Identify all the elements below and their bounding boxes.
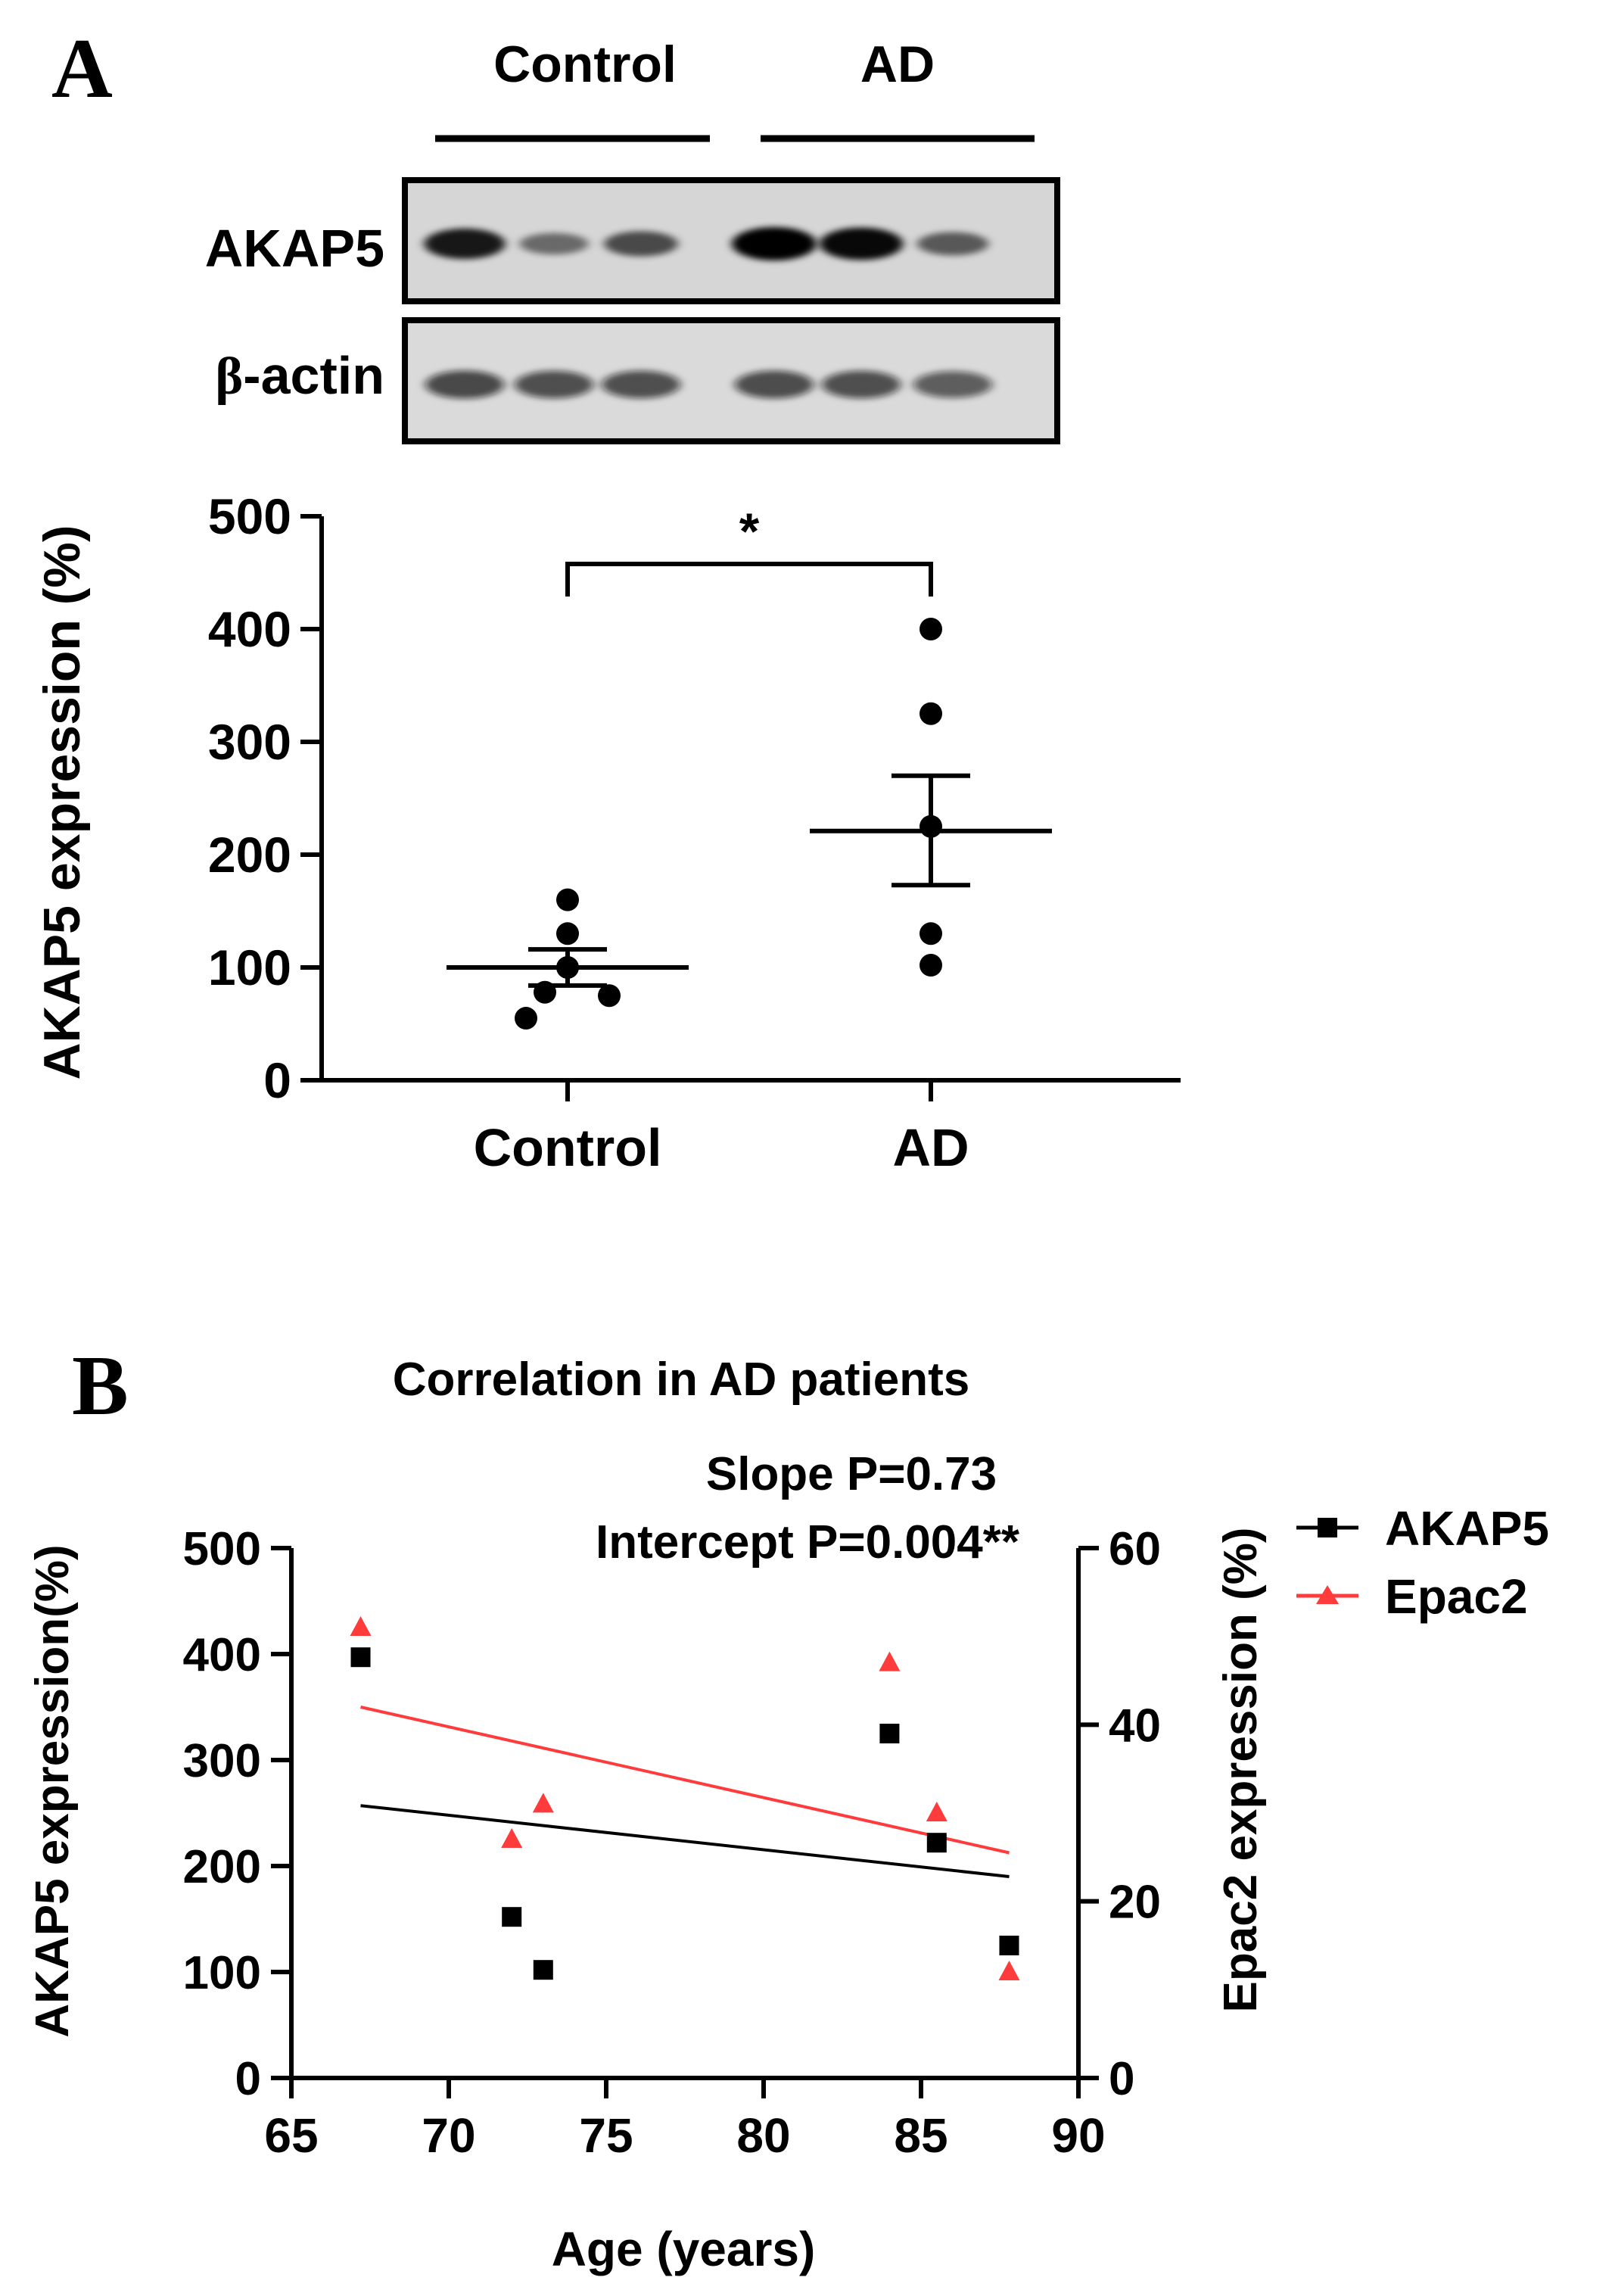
chart-b-point-epac2 — [998, 1961, 1020, 1980]
chart-a: AKAP5 expression (%) 0 100 200 300 400 500 Co… — [33, 488, 1181, 1177]
chart-b-y-tick-label-left: 100 — [183, 1947, 261, 1999]
akap5-band — [604, 231, 678, 257]
chart-a-point-ad — [920, 922, 942, 946]
chart-b-fit-akap5 — [360, 1804, 1010, 1878]
chart-b-point-epac2 — [926, 1802, 948, 1821]
panel-b-label: B — [72, 1339, 129, 1433]
chart-a-point-ad — [920, 954, 942, 977]
chart-a-x-tick-label: AD — [892, 1118, 969, 1177]
chart-b-y-tick-label-left: 300 — [183, 1735, 261, 1787]
actin-band — [602, 370, 680, 399]
actin-band — [913, 371, 992, 398]
actin-band — [425, 370, 504, 399]
chart-b-x-tick-label: 85 — [894, 2108, 948, 2163]
blot-group-label-control: Control — [493, 36, 677, 93]
chart-a-point-control — [556, 888, 579, 911]
akap5-band — [732, 227, 817, 260]
chart-b-point-akap5 — [926, 1833, 947, 1853]
chart-a-x-ticks: Control AD — [474, 1080, 969, 1177]
chart-a-ylabel: AKAP5 expression (%) — [33, 525, 91, 1079]
actin-band — [515, 370, 593, 399]
chart-b-fit-epac2 — [360, 1706, 1010, 1855]
chart-b-y-tick-label-left: 200 — [183, 1841, 261, 1893]
chart-b-point-epac2 — [532, 1793, 554, 1813]
legend-epac2-marker — [1316, 1585, 1339, 1604]
chart-a-y-tick-label: 100 — [208, 939, 291, 995]
chart-b-y-tick-label-right: 0 — [1109, 2053, 1134, 2105]
blot-actin-bands — [425, 370, 992, 399]
chart-b-y-tick-label-left: 500 — [183, 1523, 261, 1575]
actin-band — [822, 370, 901, 399]
chart-b-xlabel: Age (years) — [552, 2222, 816, 2276]
blot-akap5-bands — [424, 227, 989, 260]
actin-band — [735, 370, 814, 399]
chart-a-point-control — [556, 922, 579, 946]
chart-b-x-ticks: 65 70 75 80 85 90 — [264, 2078, 1106, 2163]
chart-b-title: Correlation in AD patients — [393, 1354, 969, 1406]
chart-b-y-ticks-left: 0 100 200 300 400 500 — [183, 1523, 291, 2105]
chart-b-annotation-slope: Slope P=0.73 — [706, 1448, 997, 1500]
chart-b-point-akap5 — [533, 1960, 553, 1980]
blot-group-label-ad: AD — [860, 36, 935, 93]
actin-suffix: -actin — [243, 346, 384, 405]
chart-b-legend: AKAP5 Epac2 — [1296, 1501, 1549, 1624]
chart-a-point-ad — [920, 618, 942, 640]
chart-b-point-akap5 — [999, 1936, 1019, 1955]
chart-b-point-epac2 — [501, 1828, 523, 1848]
chart-b-x-tick-label: 90 — [1051, 2108, 1105, 2163]
chart-b-annotation-intercept: Intercept P=0.004** — [596, 1516, 1020, 1569]
chart-b-x-tick-label: 75 — [579, 2108, 633, 2163]
chart-a-y-tick-label: 500 — [208, 488, 291, 544]
akap5-band — [424, 228, 506, 260]
chart-b-y-ticks-right: 0 20 40 60 — [1078, 1523, 1161, 2105]
beta-symbol: β — [215, 347, 243, 406]
chart-b-points — [350, 1616, 1020, 1980]
chart-b-point-akap5 — [502, 1907, 522, 1927]
chart-b-y-tick-label-left: 400 — [183, 1629, 261, 1681]
chart-b-y-tick-label-right: 60 — [1109, 1523, 1161, 1575]
akap5-band — [916, 232, 989, 256]
chart-b-point-epac2 — [879, 1651, 901, 1671]
significance-star: * — [739, 503, 760, 560]
blot-row-label-actin: β-actin — [215, 346, 384, 406]
chart-a-y-ticks: 0 100 200 300 400 500 — [208, 488, 322, 1108]
blot-row-label-akap5: AKAP5 — [205, 219, 384, 278]
akap5-band — [519, 232, 589, 255]
chart-a-error-bars — [447, 773, 1052, 988]
legend-epac2-label: Epac2 — [1385, 1569, 1528, 1624]
chart-b-fit-lines — [360, 1706, 1010, 1878]
chart-b-point-akap5 — [879, 1724, 900, 1743]
chart-b-y-tick-label-left: 0 — [235, 2053, 261, 2105]
chart-a-y-tick-label: 0 — [263, 1052, 291, 1108]
legend-akap5-label: AKAP5 — [1385, 1501, 1549, 1556]
chart-a-significance: * — [565, 503, 933, 597]
chart-a-y-tick-label: 200 — [208, 827, 291, 883]
significance-bracket — [565, 562, 933, 597]
chart-b-point-akap5 — [350, 1647, 371, 1668]
chart-b-x-tick-label: 70 — [422, 2108, 475, 2163]
chart-a-point-control — [598, 984, 621, 1008]
chart-b-y-tick-label-right: 20 — [1109, 1877, 1161, 1929]
chart-b-x-tick-label: 80 — [736, 2108, 790, 2163]
chart-b-ylabel-right: Epac2 expression (%) — [1215, 1528, 1267, 2013]
chart-b-x-tick-label: 65 — [264, 2108, 318, 2163]
chart-a-point-ad — [920, 702, 942, 725]
chart-a-x-tick-label: Control — [474, 1118, 662, 1177]
chart-b: AKAP5 expression(%) Epac2 expression (%)… — [26, 1523, 1267, 2276]
chart-b-y-tick-label-right: 40 — [1109, 1699, 1161, 1752]
chart-a-y-tick-label: 300 — [208, 714, 291, 770]
panel-a-label: A — [51, 22, 113, 116]
legend-akap5-marker — [1318, 1518, 1337, 1537]
chart-a-y-tick-label: 400 — [208, 601, 291, 657]
chart-b-ylabel-left: AKAP5 expression(%) — [26, 1544, 79, 2037]
akap5-band — [819, 227, 904, 260]
chart-a-point-control — [515, 1007, 537, 1030]
chart-b-point-epac2 — [350, 1616, 372, 1636]
